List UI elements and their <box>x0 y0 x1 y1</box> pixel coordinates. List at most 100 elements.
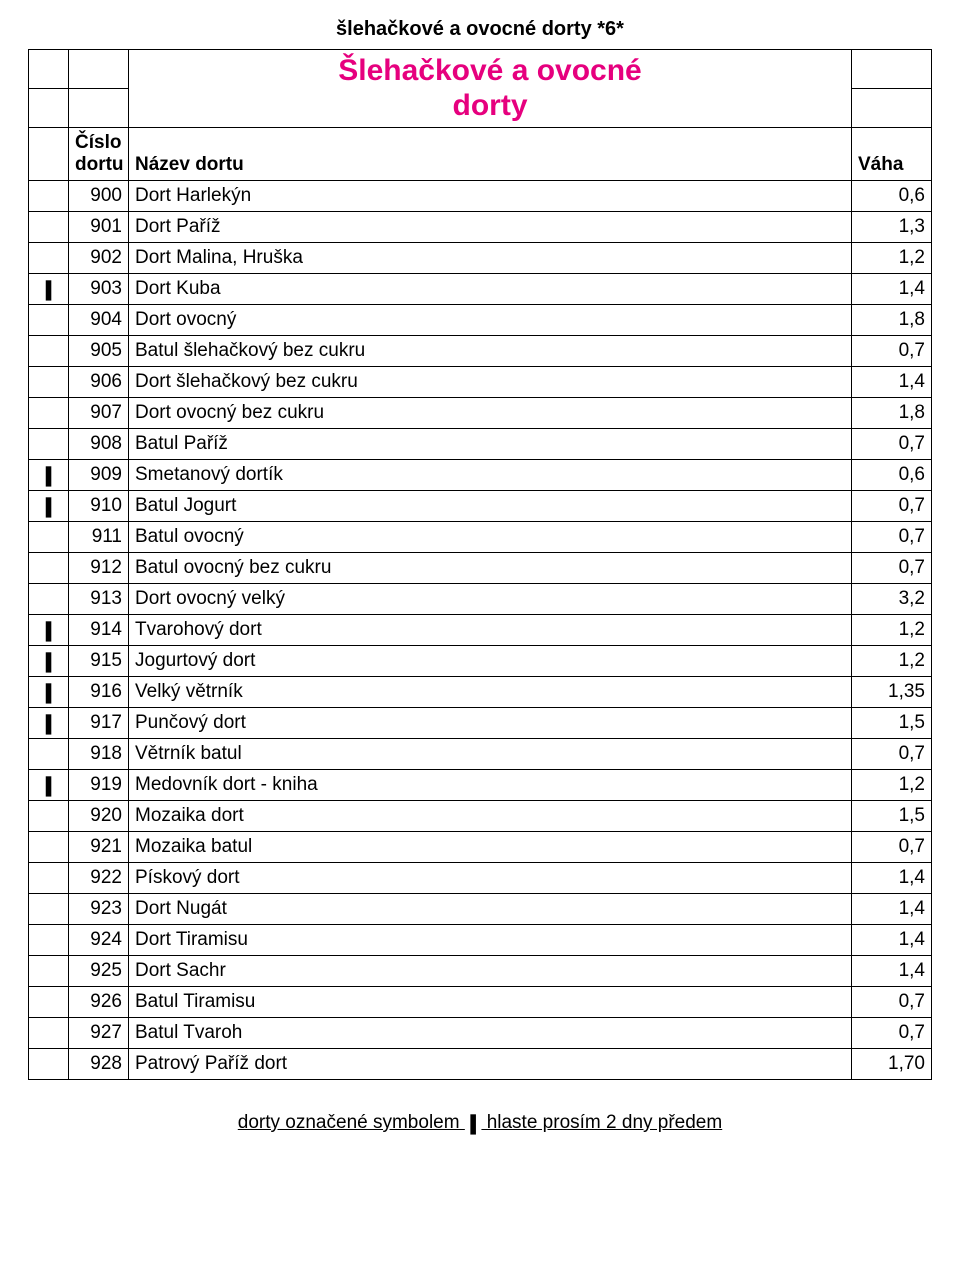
cakes-table: Šlehačkové a ovocné dorty Číslo dortu Ná… <box>28 49 932 1080</box>
mark-icon: ❚ <box>42 494 55 517</box>
row-val-cell: 1,3 <box>852 212 932 243</box>
header-num-cell-2 <box>69 89 129 128</box>
table-row: 921Mozaika batul0,7 <box>29 832 932 863</box>
row-mark-cell <box>29 553 69 584</box>
table-row: 926Batul Tiramisu0,7 <box>29 987 932 1018</box>
section-title-line2: dorty <box>453 89 528 122</box>
row-name-cell: Dort Sachr <box>129 956 852 987</box>
row-name-cell: Batul Paříž <box>129 429 852 460</box>
mark-icon: ❚ <box>467 1111 480 1134</box>
row-num-cell: 920 <box>69 801 129 832</box>
row-val-cell: 0,7 <box>852 1018 932 1049</box>
row-name-cell: Dort Paříž <box>129 212 852 243</box>
row-num-cell: 925 <box>69 956 129 987</box>
table-row: 913Dort ovocný velký3,2 <box>29 584 932 615</box>
row-num-cell: 926 <box>69 987 129 1018</box>
row-name-cell: Dort Nugát <box>129 894 852 925</box>
row-mark-cell <box>29 181 69 212</box>
row-mark-cell: ❚ <box>29 491 69 522</box>
mark-icon: ❚ <box>42 773 55 796</box>
row-name-cell: Dort ovocný <box>129 305 852 336</box>
mark-icon: ❚ <box>42 618 55 641</box>
header-mark-cell-2 <box>29 89 69 128</box>
table-row: ❚903Dort Kuba1,4 <box>29 274 932 305</box>
row-val-cell: 0,7 <box>852 553 932 584</box>
header-num-line1: Číslo <box>75 132 121 153</box>
row-val-cell: 1,5 <box>852 708 932 739</box>
row-name-cell: Batul ovocný bez cukru <box>129 553 852 584</box>
row-num-cell: 924 <box>69 925 129 956</box>
row-mark-cell <box>29 863 69 894</box>
row-num-cell: 928 <box>69 1049 129 1080</box>
row-name-cell: Tvarohový dort <box>129 615 852 646</box>
row-num-cell: 913 <box>69 584 129 615</box>
row-val-cell: 0,7 <box>852 739 932 770</box>
row-name-cell: Velký větrník <box>129 677 852 708</box>
row-num-cell: 910 <box>69 491 129 522</box>
header-mark-label <box>29 128 69 181</box>
table-header-row-3: Číslo dortu Název dortu Váha <box>29 128 932 181</box>
row-mark-cell: ❚ <box>29 615 69 646</box>
row-mark-cell: ❚ <box>29 770 69 801</box>
row-num-cell: 906 <box>69 367 129 398</box>
row-num-cell: 917 <box>69 708 129 739</box>
row-mark-cell: ❚ <box>29 708 69 739</box>
table-row: 912Batul ovocný bez cukru0,7 <box>29 553 932 584</box>
row-mark-cell <box>29 243 69 274</box>
table-row: 911Batul ovocný0,7 <box>29 522 932 553</box>
table-row: 908Batul Paříž0,7 <box>29 429 932 460</box>
row-val-cell: 1,70 <box>852 1049 932 1080</box>
row-num-cell: 907 <box>69 398 129 429</box>
row-num-cell: 901 <box>69 212 129 243</box>
footnote-after: hlaste prosím 2 dny předem <box>481 1112 722 1133</box>
table-row: 918Větrník batul0,7 <box>29 739 932 770</box>
table-row: ❚914Tvarohový dort1,2 <box>29 615 932 646</box>
row-mark-cell <box>29 801 69 832</box>
row-mark-cell <box>29 305 69 336</box>
table-row: ❚ 916Velký větrník1,35 <box>29 677 932 708</box>
row-val-cell: 1,4 <box>852 894 932 925</box>
row-num-cell: 912 <box>69 553 129 584</box>
row-name-cell: Dort Kuba <box>129 274 852 305</box>
header-num-cell-1 <box>69 50 129 89</box>
table-row: 904Dort ovocný1,8 <box>29 305 932 336</box>
row-num-cell: 908 <box>69 429 129 460</box>
table-row: 923Dort Nugát1,4 <box>29 894 932 925</box>
row-name-cell: Větrník batul <box>129 739 852 770</box>
row-mark-cell <box>29 212 69 243</box>
row-num-cell: 916 <box>69 677 129 708</box>
table-row: 928Patrový Paříž dort1,70 <box>29 1049 932 1080</box>
header-num-label: Číslo dortu <box>69 128 129 181</box>
table-row: 920Mozaika dort1,5 <box>29 801 932 832</box>
row-name-cell: Mozaika dort <box>129 801 852 832</box>
table-row: 907Dort ovocný bez cukru1,8 <box>29 398 932 429</box>
mark-icon: ❚ <box>42 649 55 672</box>
row-num-cell: 922 <box>69 863 129 894</box>
row-num-cell: 921 <box>69 832 129 863</box>
row-val-cell: 3,2 <box>852 584 932 615</box>
row-num-cell: 914 <box>69 615 129 646</box>
row-val-cell: 1,35 <box>852 677 932 708</box>
row-name-cell: Batul Tiramisu <box>129 987 852 1018</box>
row-val-cell: 1,8 <box>852 398 932 429</box>
row-val-cell: 1,4 <box>852 925 932 956</box>
row-mark-cell <box>29 336 69 367</box>
row-mark-cell <box>29 1049 69 1080</box>
header-val-cell-1 <box>852 50 932 89</box>
row-val-cell: 1,8 <box>852 305 932 336</box>
row-name-cell: Jogurtový dort <box>129 646 852 677</box>
row-mark-cell <box>29 894 69 925</box>
table-row: ❚910Batul Jogurt0,7 <box>29 491 932 522</box>
row-val-cell: 0,6 <box>852 460 932 491</box>
header-num-line2: dortu <box>75 154 124 175</box>
table-row: 902Dort Malina, Hruška1,2 <box>29 243 932 274</box>
row-mark-cell <box>29 584 69 615</box>
row-mark-cell <box>29 429 69 460</box>
row-name-cell: Batul ovocný <box>129 522 852 553</box>
row-val-cell: 1,4 <box>852 863 932 894</box>
row-name-cell: Mozaika batul <box>129 832 852 863</box>
row-name-cell: Dort Harlekýn <box>129 181 852 212</box>
mark-icon: ❚ <box>42 680 55 703</box>
row-val-cell: 1,5 <box>852 801 932 832</box>
table-row: ❚919Medovník dort - kniha1,2 <box>29 770 932 801</box>
